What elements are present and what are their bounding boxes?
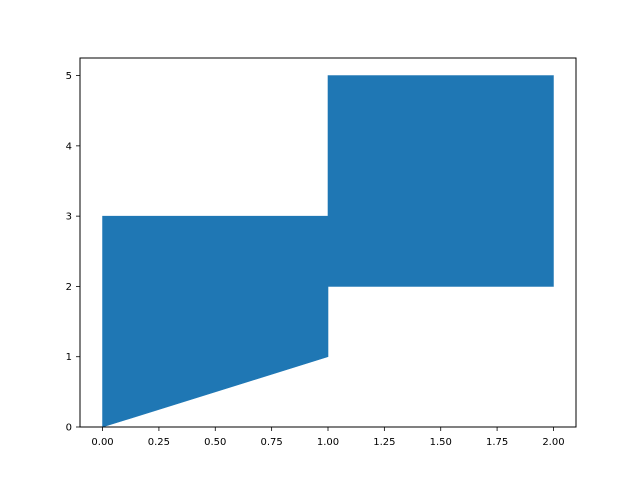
y-tick-label: 1 xyxy=(66,352,72,363)
x-tick-label: 0.75 xyxy=(261,437,283,448)
x-tick-label: 0.25 xyxy=(148,437,170,448)
y-axis: 0 1 2 3 4 5 xyxy=(66,71,80,434)
plot-area: 0.00 0.25 0.50 0.75 1.00 1.25 1.50 1.75 2.00 0 1 2… xyxy=(66,57,577,448)
x-tick-label: 2.00 xyxy=(542,437,564,448)
axes-frame xyxy=(79,57,577,428)
area-layer xyxy=(102,75,554,428)
x-tick-label: 1.00 xyxy=(317,437,339,448)
y-tick-label: 5 xyxy=(66,71,72,82)
y-tick-label: 2 xyxy=(66,282,72,293)
y-tick-label: 3 xyxy=(66,212,72,223)
x-tick-label: 1.75 xyxy=(486,437,508,448)
x-axis: 0.00 0.25 0.50 0.75 1.00 1.25 1.50 1.75 2.00 xyxy=(91,427,565,448)
y-tick-label: 0 xyxy=(66,423,72,434)
y-tick-label: 4 xyxy=(66,141,72,152)
x-tick-label: 1.25 xyxy=(373,437,395,448)
x-tick-label: 0.00 xyxy=(91,437,113,448)
x-tick-label: 0.50 xyxy=(204,437,226,448)
x-tick-label: 1.50 xyxy=(430,437,452,448)
filled-area-0 xyxy=(102,75,554,428)
